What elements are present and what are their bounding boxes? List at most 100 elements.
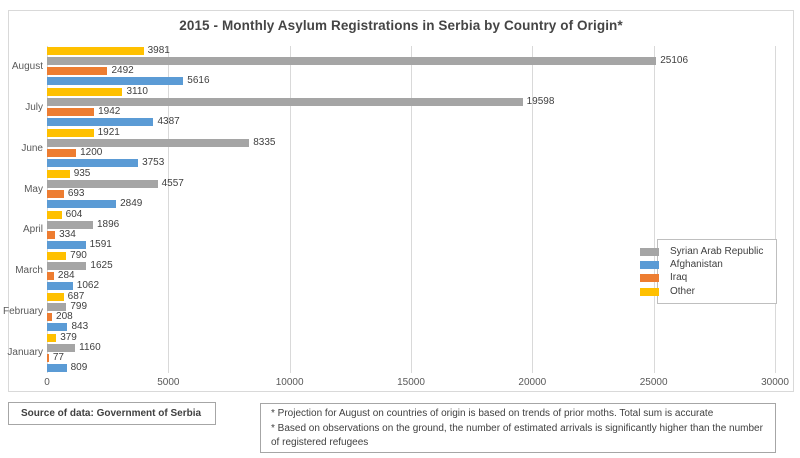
bar-other — [47, 129, 94, 138]
month-group-march: 790 1625 284 1062 — [47, 250, 775, 291]
legend-label: Other — [670, 285, 696, 297]
bar-syrian-arab-republic — [47, 343, 76, 352]
bar-afghanistan — [47, 240, 86, 249]
bar-iraq — [47, 271, 54, 280]
y-axis-category-label: July — [25, 101, 43, 113]
bar-value-label: 1921 — [97, 127, 120, 139]
bar-line: 809 — [47, 361, 775, 373]
gridline — [47, 46, 48, 373]
bar-line: 4387 — [47, 117, 775, 127]
chart-title: 2015 - Monthly Asylum Registrations in S… — [179, 18, 623, 33]
legend-items: Syrian Arab Republic Afghanistan Iraq Other — [640, 245, 770, 298]
bar-value-label: 799 — [70, 300, 88, 312]
bar-rows: 3981 25106 2492 5616 3110 19598 1942 4387 1921 83… — [47, 46, 775, 373]
bar-value-label: 1160 — [79, 341, 101, 353]
y-axis-category-label: August — [11, 60, 43, 72]
bar-line: 799 — [47, 300, 775, 312]
bar-syrian-arab-republic — [47, 98, 523, 107]
gridline — [168, 46, 170, 373]
plot-area: 3981 25106 2492 5616 3110 19598 1942 4387 1921 83… — [47, 46, 776, 373]
bar-value-label: 687 — [67, 290, 85, 302]
bar-value-label: 208 — [56, 310, 73, 322]
bar-afghanistan — [47, 77, 184, 86]
bar-line: 1625 — [47, 259, 775, 271]
source-box: Source of data: Government of Serbia — [8, 402, 216, 425]
bar-value-label: 284 — [57, 269, 75, 281]
bar-line: 843 — [47, 320, 775, 332]
gridline — [289, 46, 291, 373]
bar-line: 8335 — [47, 138, 775, 148]
bar-line: 3753 — [47, 157, 775, 169]
source-text: Source of data: Government of Serbia — [21, 408, 202, 419]
bar-line: 935 — [47, 168, 775, 180]
legend-item-iraq: Iraq — [640, 271, 770, 284]
bar-other — [47, 170, 70, 179]
x-axis-tick-label: 5000 — [157, 377, 180, 388]
x-axis-tick-label: 15000 — [397, 377, 425, 388]
y-axis-category-label: January — [7, 347, 43, 359]
bar-value-label: 19598 — [526, 96, 555, 108]
bar-line: 693 — [47, 188, 775, 200]
y-axis-labels: August July June May April March February Janua… — [3, 46, 43, 373]
bar-value-label: 2492 — [111, 65, 134, 77]
bar-value-label: 3981 — [147, 45, 170, 57]
bar-iraq — [47, 353, 49, 362]
bar-value-label: 25106 — [660, 55, 689, 67]
bar-value-label: 604 — [65, 208, 83, 220]
bar-value-label: 1942 — [98, 106, 121, 118]
chart-frame: 2015 - Monthly Asylum Registrations in S… — [3, 10, 794, 392]
bar-value-label: 1896 — [97, 218, 120, 230]
bar-line: 3981 — [47, 45, 775, 57]
bar-value-label: 1625 — [90, 259, 113, 271]
bar-value-label: 379 — [60, 331, 77, 343]
bar-value-label: 809 — [70, 361, 88, 373]
bar-value-label: 693 — [67, 188, 85, 200]
bar-line: 208 — [47, 310, 775, 322]
legend-label: Syrian Arab Republic — [670, 246, 764, 257]
bar-line: 1062 — [47, 280, 775, 290]
legend: Syrian Arab Republic Afghanistan Iraq Other — [640, 239, 777, 304]
bar-iraq — [47, 312, 53, 321]
y-axis-category-label: June — [21, 142, 43, 154]
month-group-july: 3110 19598 1942 4387 — [47, 87, 775, 128]
gridline — [411, 46, 412, 373]
x-axis-tick-label: 30000 — [761, 377, 789, 388]
legend-label: Afghanistan — [670, 259, 723, 271]
gridline — [532, 46, 534, 373]
bar-syrian-arab-republic — [47, 302, 67, 311]
bar-line: 334 — [47, 228, 775, 240]
bar-value-label: 790 — [70, 249, 87, 261]
bar-syrian-arab-republic — [47, 220, 93, 229]
bar-value-label: 2849 — [120, 198, 143, 210]
legend-swatch — [640, 287, 659, 296]
bar-value-label: 5616 — [187, 75, 210, 87]
bar-line: 25106 — [47, 55, 775, 67]
footnote-line-2: * Based on observations on the ground, t… — [271, 422, 763, 449]
bar-iraq — [47, 149, 77, 158]
gridline — [653, 46, 655, 373]
bar-value-label: 843 — [71, 320, 89, 332]
bar-other — [47, 251, 67, 260]
bar-value-label: 3753 — [142, 157, 165, 169]
legend-item-other: Other — [640, 285, 770, 298]
bar-value-label: 935 — [73, 168, 91, 180]
month-group-february: 687 799 208 843 — [47, 291, 775, 332]
bar-line: 77 — [47, 351, 775, 363]
footnote-box: * Projection for August on countries of … — [260, 403, 776, 453]
bar-line: 1200 — [47, 147, 775, 159]
bar-line: 284 — [47, 269, 775, 281]
bar-other — [47, 292, 64, 301]
bar-value-label: 334 — [59, 228, 76, 240]
bar-value-label: 3110 — [126, 86, 148, 98]
bar-value-label: 77 — [52, 351, 64, 363]
x-axis-tick-label: 0 — [44, 377, 50, 388]
x-axis-tick-label: 20000 — [518, 377, 547, 388]
x-axis-tick-label: 10000 — [275, 377, 304, 388]
bar-iraq — [47, 190, 64, 199]
bar-line: 1160 — [47, 341, 775, 353]
bar-value-label: 1200 — [80, 147, 103, 159]
bar-iraq — [47, 67, 108, 76]
legend-swatch — [640, 274, 659, 283]
bar-iraq — [47, 108, 95, 117]
